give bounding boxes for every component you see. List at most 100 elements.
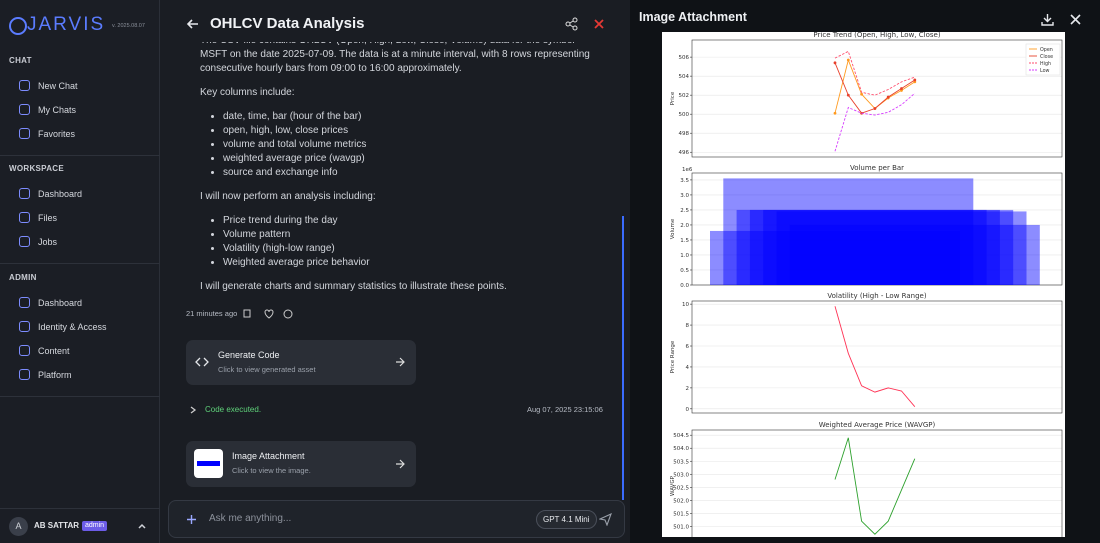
sidebar: JARVIS v. 2025.08.07 CHAT New Chat My Chat… <box>0 0 160 543</box>
nav-label: Identity & Access <box>38 321 107 332</box>
bar <box>749 209 1000 285</box>
card-title: Image Attachment <box>232 451 305 461</box>
y-tick-label: 504 <box>679 74 690 80</box>
y-tick-label: 10 <box>682 302 689 308</box>
bullet-item: Weighted average price behavior <box>223 256 600 270</box>
send-button[interactable] <box>599 513 612 526</box>
y-tick-label: 498 <box>679 131 690 137</box>
bullet-item: date, time, bar (hour of the bar) <box>223 110 600 124</box>
y-tick-label: 503.0 <box>673 472 689 478</box>
bar <box>776 211 1027 285</box>
bar <box>723 178 974 285</box>
point <box>833 61 837 65</box>
nav-item[interactable]: Content <box>19 345 70 356</box>
nav-label: Dashboard <box>38 297 83 308</box>
axis-offset: 1e6 <box>682 167 693 173</box>
add-button[interactable] <box>186 514 197 525</box>
nav-item[interactable]: Jobs <box>19 236 57 247</box>
y-tick-label: 4 <box>686 365 690 371</box>
close-button[interactable] <box>593 18 605 30</box>
bullet-item: source and exchange info <box>223 166 600 180</box>
section-title: CHAT <box>9 56 32 65</box>
nav-item[interactable]: Files <box>19 212 57 223</box>
chart-title: Weighted Average Price (WAVGP) <box>819 421 936 429</box>
separator <box>0 155 160 156</box>
bar <box>763 209 1014 285</box>
chart-title: Volume per Bar <box>850 164 904 172</box>
y-tick-label: 0.5 <box>680 268 689 274</box>
input-bar[interactable]: Ask me anything... GPT 4.1 Mini <box>168 500 625 538</box>
input-placeholder: Ask me anything... <box>209 513 292 524</box>
bar <box>789 224 1040 285</box>
nav-icon <box>19 212 30 223</box>
message-viewport: The CSV file contains OHLCV (Open, High,… <box>200 42 620 302</box>
nav-item[interactable]: Platform <box>19 369 72 380</box>
separator <box>0 396 160 397</box>
nav-item[interactable]: Identity & Access <box>19 321 107 332</box>
download-button[interactable] <box>1041 13 1054 26</box>
point <box>873 107 877 110</box>
arrow <box>396 357 405 367</box>
bar <box>736 209 987 285</box>
nav-label: Dashboard <box>38 188 83 199</box>
y-tick-label: 500 <box>679 112 690 118</box>
y-axis-label: WAVGP <box>670 475 676 496</box>
y-tick-label: 504.0 <box>673 446 689 452</box>
close-button[interactable] <box>1070 14 1081 25</box>
y-tick-label: 496 <box>679 150 690 156</box>
user-name: AB SATTAR <box>34 521 80 530</box>
logo-icon <box>9 17 27 35</box>
nav-item[interactable]: New Chat <box>19 80 78 91</box>
message-text: I will now perform an analysis including… <box>200 191 376 202</box>
figure: Price Trend (Open, High, Low, Close) Pric… <box>670 31 1063 543</box>
image-card[interactable]: Image Attachment Click to view the image… <box>186 441 416 487</box>
nav-label: Favorites <box>38 128 76 139</box>
nav-item[interactable]: Favorites <box>19 128 75 139</box>
thumbnail <box>194 449 223 478</box>
point <box>860 92 863 96</box>
point <box>846 58 850 62</box>
point <box>833 111 837 115</box>
y-axis-label: Price <box>670 91 676 105</box>
nav-label: Files <box>38 212 58 223</box>
nav-icon <box>19 369 30 380</box>
card-subtitle: Click to view generated asset <box>218 365 316 374</box>
expand-toggle[interactable] <box>189 406 197 414</box>
y-tick-label: 0.0 <box>680 283 689 289</box>
share-button[interactable] <box>565 17 579 31</box>
bullet-list: Price trend during the dayVolume pattern… <box>200 214 600 270</box>
attachment-image: Price Trend (Open, High, Low, Close) Pric… <box>662 31 1065 543</box>
code-card[interactable]: Generate Code Click to view generated as… <box>186 340 416 385</box>
code-icon <box>195 357 209 367</box>
y-tick-label: 2 <box>686 386 690 392</box>
timestamp: 21 minutes ago <box>186 309 238 318</box>
model-selector[interactable]: GPT 4.1 Mini <box>536 510 597 529</box>
back-button[interactable] <box>186 17 200 31</box>
avatar[interactable]: A <box>9 517 28 536</box>
nav-icon <box>19 236 30 247</box>
y-tick-label: 501.5 <box>673 511 689 517</box>
y-tick-label: 2.0 <box>680 223 689 229</box>
nav-item[interactable]: My Chats <box>19 104 76 115</box>
nav-item[interactable]: Dashboard <box>19 188 82 199</box>
chart-title: Price Trend (Open, High, Low, Close) <box>813 32 940 39</box>
bullet-item: open, high, low, close prices <box>223 124 600 138</box>
y-tick-label: 502 <box>679 93 690 99</box>
scrollbar[interactable] <box>622 216 624 500</box>
chevron[interactable] <box>137 521 147 531</box>
nav-icon <box>19 128 30 139</box>
axes-frame <box>691 429 1063 543</box>
nav-icon <box>19 104 30 115</box>
status: Code executed. <box>205 405 262 414</box>
y-tick-label: 3.0 <box>680 193 689 199</box>
role-badge: admin <box>82 521 108 531</box>
panel-title: Image Attachment <box>639 10 747 24</box>
separator <box>0 508 160 509</box>
y-axis-label: Volume <box>670 218 676 239</box>
chat-title: OHLCV Data Analysis <box>210 15 365 32</box>
message-actions[interactable] <box>243 308 303 320</box>
nav-label: Platform <box>38 369 72 380</box>
nav-item[interactable]: Dashboard <box>19 297 82 308</box>
series-line <box>834 92 916 152</box>
